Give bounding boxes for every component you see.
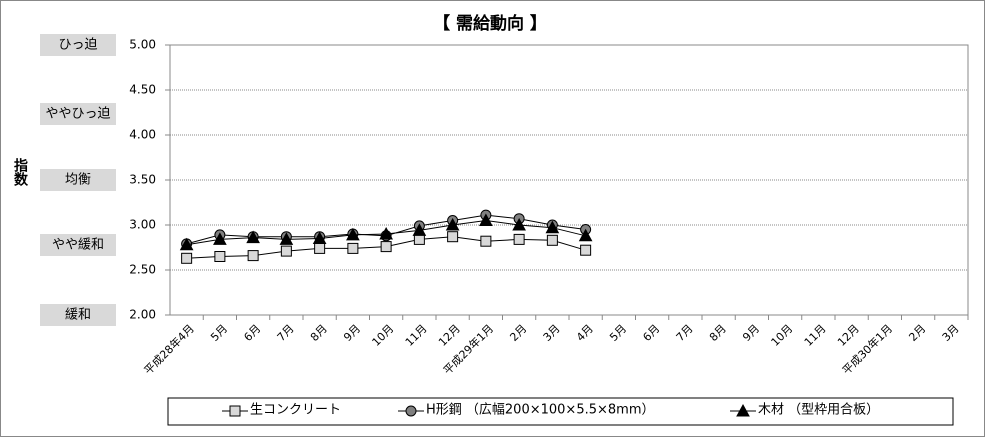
level-label: ややひっ迫 <box>45 107 110 122</box>
legend-label: 木材 （型枠用合板） <box>758 403 879 418</box>
y-tick-label: 5.00 <box>129 38 156 52</box>
level-label: ひっ迫 <box>58 38 97 53</box>
marker <box>214 251 226 262</box>
level-label-box <box>40 34 116 56</box>
level-label-box <box>40 234 116 256</box>
marker <box>247 250 259 262</box>
marker <box>578 228 593 242</box>
marker <box>280 245 292 257</box>
marker <box>347 242 359 254</box>
y-tick-label: 3.00 <box>129 218 156 232</box>
legend-label: H形鋼 （広幅200×100×5.5×8mm） <box>426 403 654 418</box>
marker <box>246 230 260 244</box>
marker <box>447 231 459 243</box>
marker <box>412 223 427 236</box>
marker <box>312 231 327 244</box>
marker <box>479 213 493 226</box>
marker <box>736 403 750 417</box>
legend-label: 生コンクリート <box>250 403 341 418</box>
y-tick-label: 4.00 <box>129 128 156 142</box>
marker <box>181 252 193 264</box>
y-axis-label: 指数 <box>12 157 28 187</box>
level-label-box <box>40 169 116 191</box>
marker <box>279 232 294 245</box>
marker <box>513 233 525 245</box>
chart-title: 【 需給動向 】 <box>433 13 547 34</box>
marker <box>546 234 558 246</box>
marker <box>405 405 417 417</box>
y-tick-label: 4.50 <box>129 83 156 97</box>
y-tick-label: 2.00 <box>129 308 156 322</box>
marker <box>229 405 241 417</box>
level-label-box <box>40 103 116 125</box>
y-tick-label: 2.50 <box>129 263 156 277</box>
legend-box <box>167 397 954 426</box>
marker <box>480 235 492 247</box>
level-label-box <box>40 304 116 326</box>
marker <box>314 242 326 254</box>
marker <box>545 220 560 234</box>
marker <box>213 232 227 245</box>
marker <box>346 227 360 241</box>
marker <box>512 217 526 231</box>
marker <box>380 241 392 253</box>
level-label: 緩和 <box>65 308 91 323</box>
level-label: 均衡 <box>65 173 91 188</box>
level-label: やや緩和 <box>52 238 104 253</box>
marker <box>580 244 592 256</box>
y-tick-label: 3.50 <box>129 173 156 187</box>
marker <box>179 237 194 251</box>
marker <box>445 217 460 231</box>
marker <box>379 226 393 240</box>
